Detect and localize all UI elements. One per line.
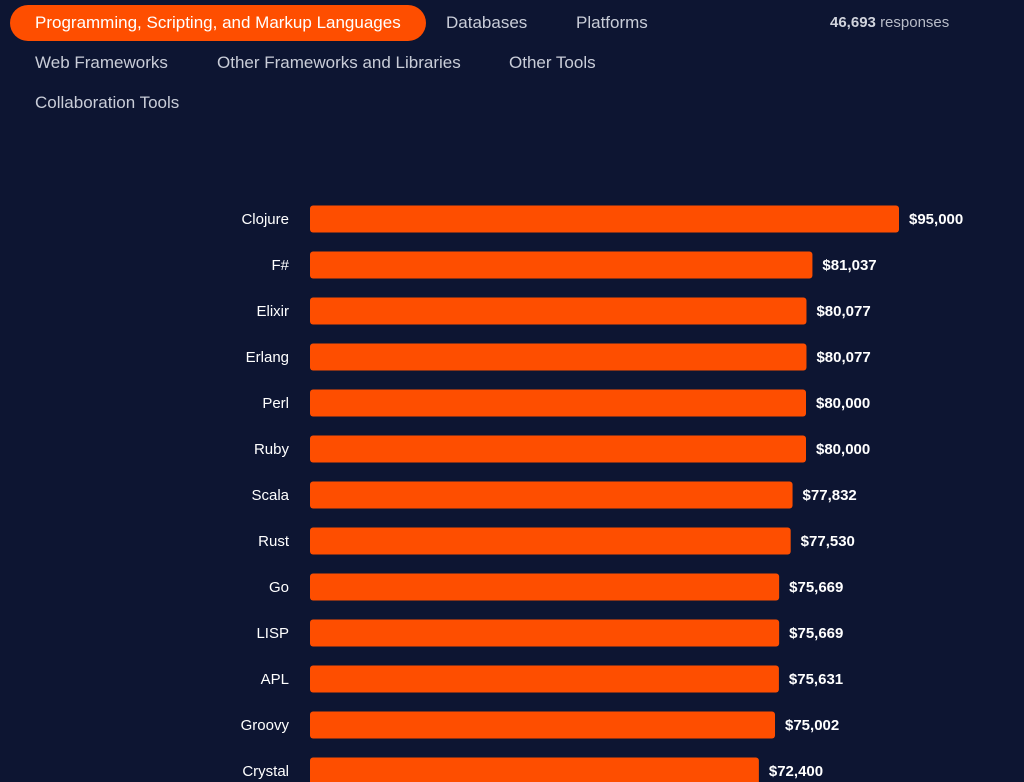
bar[interactable]: [310, 527, 791, 555]
value-label: $77,530: [801, 533, 855, 550]
tab-web-frameworks[interactable]: Web Frameworks: [35, 53, 168, 72]
bar[interactable]: [310, 757, 759, 782]
category-label: Perl: [262, 395, 289, 412]
tab-programming-languages[interactable]: Programming, Scripting, and Markup Langu…: [10, 5, 426, 41]
responses-count: 46,693 responses: [830, 14, 949, 31]
bar[interactable]: [310, 343, 807, 371]
value-label: $81,037: [822, 257, 876, 274]
category-label: LISP: [256, 625, 289, 642]
category-label: Erlang: [246, 349, 289, 366]
value-label: $75,669: [789, 625, 843, 642]
category-label: Elixir: [257, 303, 290, 320]
tab-other-tools[interactable]: Other Tools: [509, 53, 596, 72]
value-label: $95,000: [909, 211, 963, 228]
tab-other-frameworks[interactable]: Other Frameworks and Libraries: [217, 53, 461, 72]
value-label: $72,400: [769, 763, 823, 780]
category-label: APL: [261, 671, 289, 688]
bar[interactable]: [310, 251, 813, 279]
category-label: Go: [269, 579, 289, 596]
bar[interactable]: [310, 711, 776, 739]
bar[interactable]: [310, 619, 780, 647]
bar[interactable]: [310, 665, 779, 693]
value-label: $77,832: [803, 487, 857, 504]
tab-platforms[interactable]: Platforms: [576, 13, 648, 32]
value-label: $75,631: [789, 671, 843, 688]
value-label: $75,002: [785, 717, 839, 734]
category-label: F#: [271, 257, 289, 274]
category-label: Groovy: [241, 717, 290, 734]
responses-number: 46,693: [830, 14, 876, 31]
bar[interactable]: [310, 435, 806, 463]
bar[interactable]: [310, 297, 807, 325]
category-label: Ruby: [254, 441, 290, 458]
value-label: $80,077: [816, 349, 870, 366]
bar[interactable]: [310, 389, 806, 417]
tab-collaboration-tools[interactable]: Collaboration Tools: [35, 93, 180, 112]
value-label: $80,000: [816, 395, 870, 412]
bar[interactable]: [310, 573, 780, 601]
bar[interactable]: [310, 205, 899, 233]
bar[interactable]: [310, 481, 793, 509]
category-label: Clojure: [241, 211, 289, 228]
tab-databases[interactable]: Databases: [446, 13, 528, 32]
category-label: Scala: [251, 487, 289, 504]
responses-label: responses: [880, 14, 950, 31]
category-label: Crystal: [242, 763, 289, 780]
value-label: $80,077: [816, 303, 870, 320]
category-label: Rust: [258, 533, 290, 550]
value-label: $75,669: [789, 579, 843, 596]
value-label: $80,000: [816, 441, 870, 458]
